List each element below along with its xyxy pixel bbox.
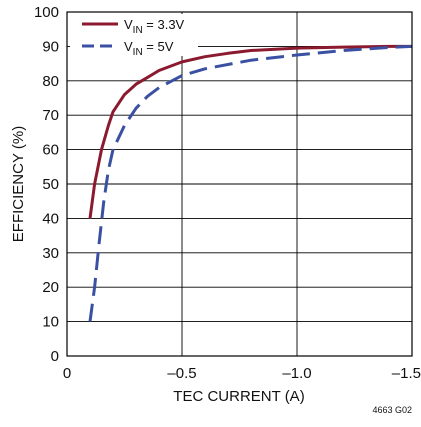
y-tick-label: 80 — [42, 73, 59, 90]
legend-background — [70, 14, 198, 56]
legend: VIN = 3.3V VIN = 5V — [82, 17, 185, 58]
series-group — [88, 44, 413, 322]
x-tick-labels: 0 –0.5 –1.0 –1.5 — [63, 365, 421, 382]
x-tick-label: –1.0 — [282, 365, 311, 382]
x-tick-label: 0 — [63, 365, 71, 382]
y-tick-label: 100 — [34, 4, 59, 21]
series-line-1 — [88, 44, 412, 219]
y-tick-labels: 0 10 20 30 40 50 60 70 80 90 100 — [34, 4, 59, 365]
legend-label: VIN = 3.3V — [124, 17, 185, 36]
y-tick-label: 0 — [51, 348, 59, 365]
series-line-2 — [88, 44, 413, 322]
y-tick-label: 30 — [42, 245, 59, 262]
x-tick-label: –0.5 — [167, 365, 196, 382]
figure-id: 4663 G02 — [372, 405, 412, 415]
y-tick-label: 90 — [42, 38, 59, 55]
y-axis-title: EFFICIENCY (%) — [10, 126, 27, 242]
y-tick-label: 10 — [42, 314, 59, 331]
y-tick-label: 20 — [42, 279, 59, 296]
x-tick-label: –1.5 — [392, 365, 421, 382]
plot-frame — [66, 11, 413, 357]
y-tick-label: 50 — [42, 176, 59, 193]
y-tick-label: 40 — [42, 210, 59, 227]
x-axis-title: TEC CURRENT (A) — [173, 388, 304, 405]
y-tick-label: 70 — [42, 107, 59, 124]
y-tick-label: 60 — [42, 142, 59, 159]
legend-label: VIN = 5V — [124, 39, 174, 58]
